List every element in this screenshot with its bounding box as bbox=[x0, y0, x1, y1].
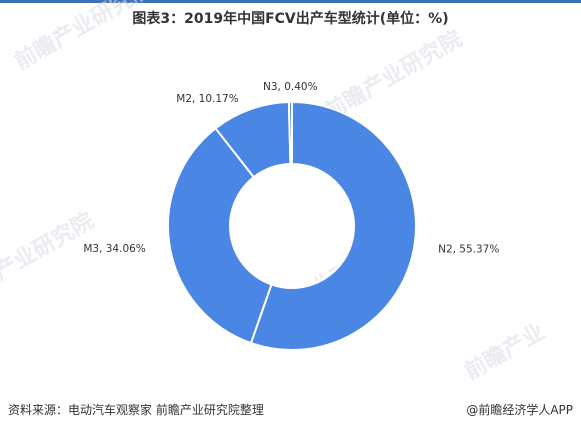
slice-label-n2: N2, 55.37% bbox=[438, 243, 499, 255]
chart-title: 图表3：2019年中国FCV出产车型统计(单位：%) bbox=[132, 11, 449, 27]
slice-n3 bbox=[287, 100, 293, 166]
source-note: 资料来源：电动汽车观察家 前瞻产业研究院整理 bbox=[8, 403, 264, 417]
slice-m3 bbox=[167, 126, 273, 345]
watermark-logo: 前瞻产业研究院 bbox=[10, 0, 156, 75]
labels-group: N2, 55.37% M3, 34.06% M2, 10.17% N3, 0.40% bbox=[83, 81, 499, 255]
slices-group bbox=[167, 100, 417, 351]
watermark-logo: 前瞻产业研究院 bbox=[320, 26, 466, 126]
watermark-logo: 前瞻产业 bbox=[460, 319, 549, 386]
slice-label-n3: N3, 0.40% bbox=[263, 81, 318, 93]
brand-credit: @前瞻经济学人APP bbox=[466, 403, 573, 417]
slice-label-m2: M2, 10.17% bbox=[176, 93, 238, 105]
slice-label-m3: M3, 34.06% bbox=[83, 243, 145, 255]
top-accent-bar bbox=[0, 0, 581, 3]
